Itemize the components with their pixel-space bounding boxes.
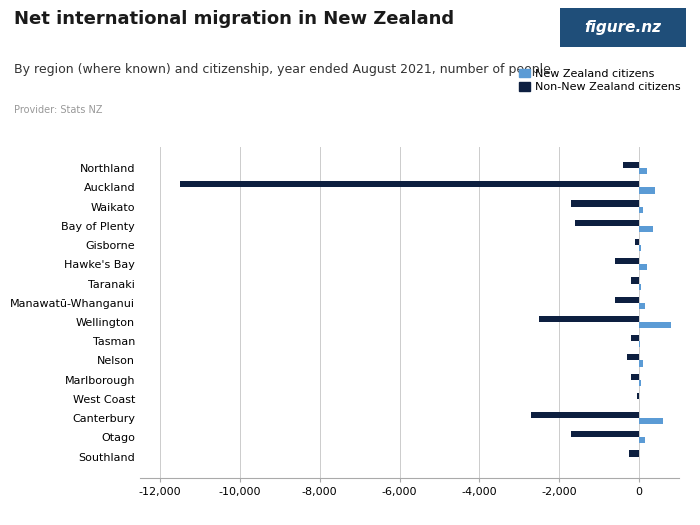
Bar: [639, 380, 641, 386]
Bar: [635, 239, 639, 245]
Bar: [639, 437, 645, 444]
Bar: [639, 226, 653, 232]
Bar: [615, 258, 639, 264]
Bar: [539, 316, 639, 322]
Bar: [631, 277, 639, 284]
Bar: [629, 450, 639, 457]
Text: By region (where known) and citizenship, year ended August 2021, number of peopl: By region (where known) and citizenship,…: [14, 63, 551, 76]
Bar: [571, 201, 639, 207]
Legend: New Zealand citizens, Non-New Zealand citizens: New Zealand citizens, Non-New Zealand ci…: [519, 69, 680, 92]
Bar: [571, 431, 639, 437]
Bar: [639, 284, 641, 290]
Bar: [615, 297, 639, 303]
Bar: [631, 335, 639, 341]
Bar: [623, 162, 639, 168]
Bar: [639, 361, 643, 366]
Bar: [531, 412, 639, 418]
Bar: [631, 373, 639, 380]
Text: Provider: Stats NZ: Provider: Stats NZ: [14, 105, 102, 115]
Bar: [639, 303, 645, 309]
Bar: [639, 187, 655, 194]
Bar: [575, 219, 639, 226]
Bar: [180, 181, 639, 187]
Bar: [639, 245, 641, 251]
Bar: [637, 393, 639, 399]
Text: Net international migration in New Zealand: Net international migration in New Zeala…: [14, 10, 454, 28]
Bar: [639, 322, 671, 328]
Bar: [639, 264, 647, 270]
Bar: [639, 418, 663, 424]
Bar: [627, 354, 639, 361]
Bar: [639, 341, 640, 348]
Text: figure.nz: figure.nz: [584, 20, 662, 35]
Bar: [639, 168, 647, 174]
Bar: [639, 207, 643, 213]
